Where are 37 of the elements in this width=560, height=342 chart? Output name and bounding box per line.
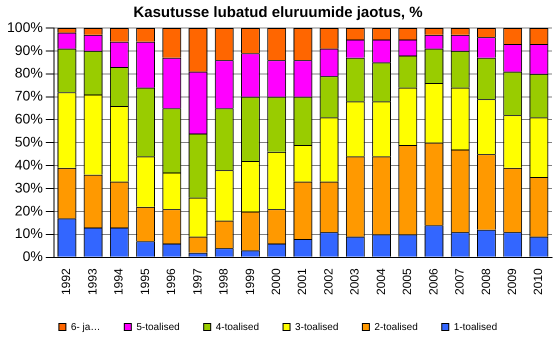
- x-tick-label: 2010: [531, 268, 546, 296]
- y-tick-label: 40%: [14, 156, 43, 172]
- x-tick-label: 2000: [268, 268, 283, 296]
- x-tick-label: 2003: [348, 268, 362, 296]
- x-tick-label: 1996: [164, 268, 178, 296]
- y-tick-label: 80%: [14, 64, 43, 81]
- y-tick-label: 50%: [14, 134, 43, 150]
- y-tick-label: 70%: [14, 88, 43, 104]
- x-tick-label: 1998: [216, 268, 231, 296]
- y-tick-label: 20%: [14, 202, 43, 218]
- x-tick-label: 2006: [426, 268, 440, 296]
- x-tick-label: 2002: [321, 268, 336, 296]
- legend-label: 6- ja…: [70, 322, 100, 333]
- y-tick-label: 60%: [14, 110, 43, 127]
- x-tick-label: 1995: [138, 268, 152, 296]
- x-tick-label: 1999: [242, 268, 257, 296]
- y-tick-label: 90%: [14, 42, 43, 58]
- y-tick-label: 10%: [14, 225, 43, 242]
- x-tick-label: 1993: [85, 268, 100, 296]
- y-tick-label: 100%: [6, 18, 43, 35]
- legend-label: 3-toalised: [295, 322, 338, 333]
- chart-title: Kasutusse lubatud eluruumide jaotus, %: [133, 4, 423, 22]
- x-tick-label: 2005: [400, 268, 414, 296]
- x-tick-label: 2004: [374, 268, 388, 296]
- legend-label: 1-toalised: [454, 322, 498, 333]
- legend-label: 4-toalised: [216, 322, 260, 333]
- y-tick-label: 30%: [14, 179, 43, 196]
- x-tick-label: 1994: [112, 268, 126, 296]
- x-tick-label: 2008: [478, 268, 493, 296]
- x-tick-label: 1992: [59, 268, 74, 296]
- legend-label: 2-toalised: [374, 322, 418, 333]
- x-tick-label: 1997: [190, 268, 204, 296]
- y-tick-label: 0%: [22, 248, 43, 264]
- legend-label: 5-toalised: [136, 322, 180, 333]
- x-tick-label: 2009: [504, 268, 519, 296]
- x-tick-label: 2007: [452, 268, 467, 296]
- x-tick-label: 2001: [295, 268, 310, 296]
